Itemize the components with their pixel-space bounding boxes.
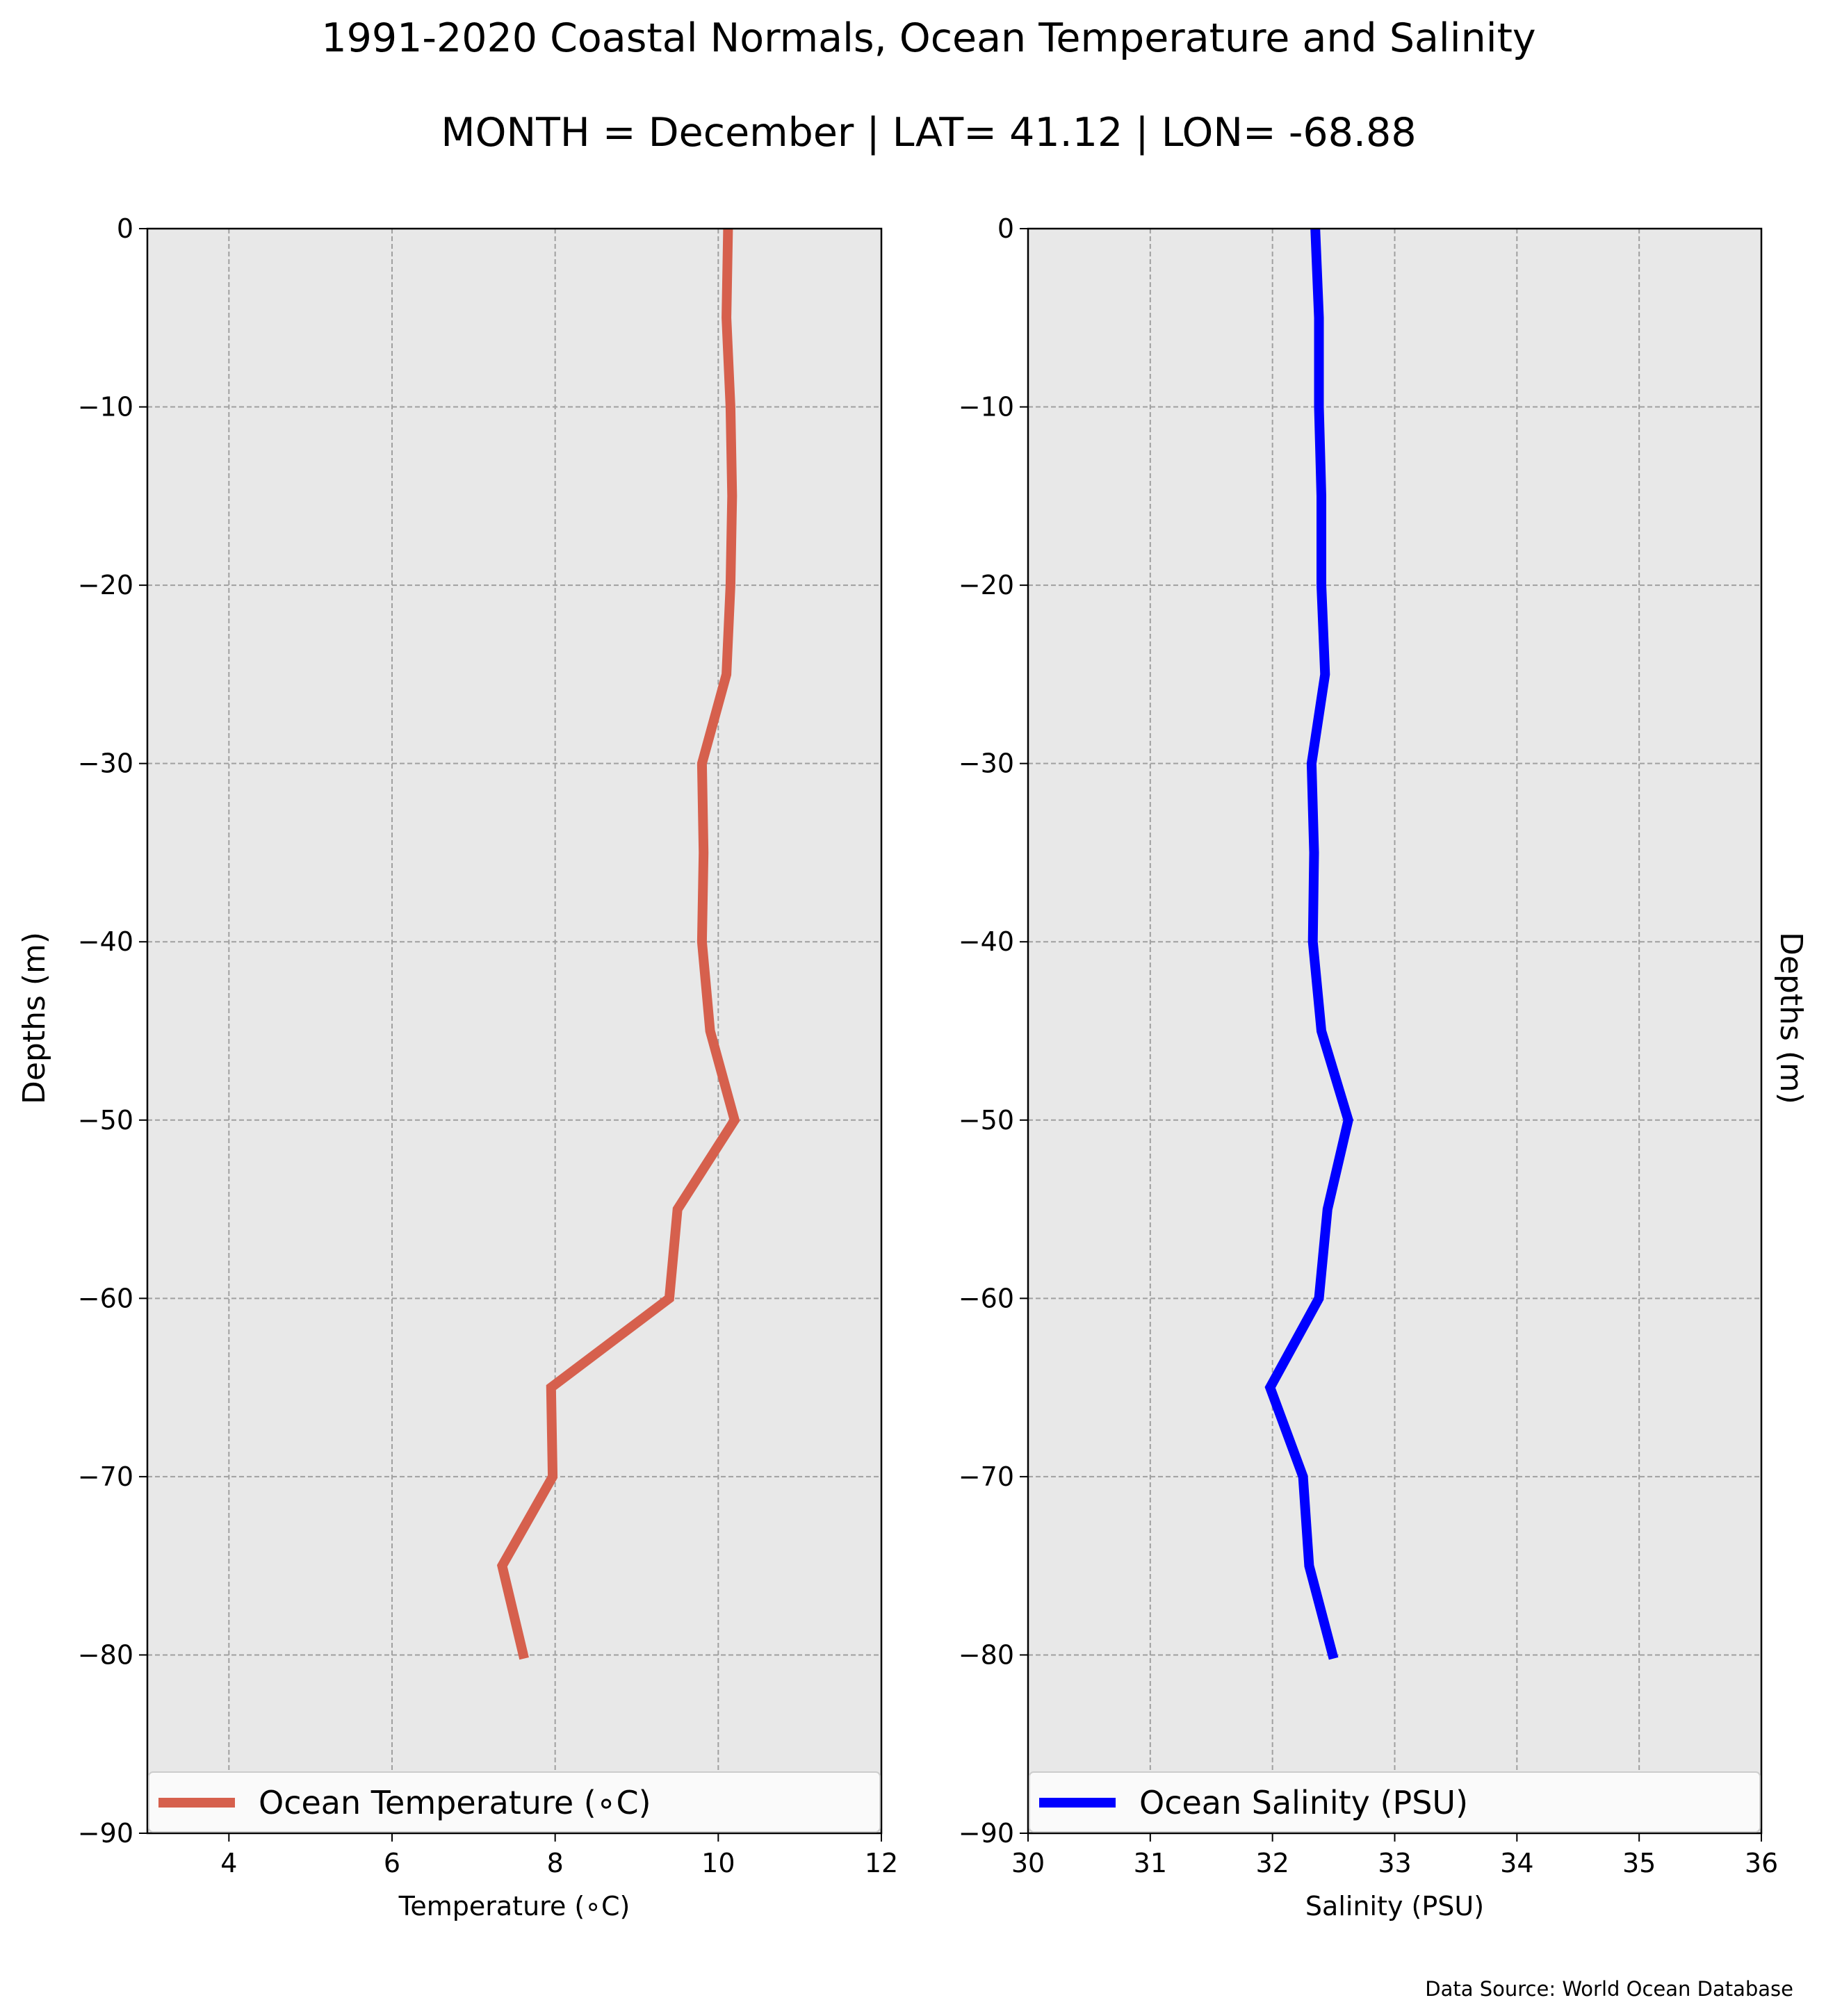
temperature-x-tick-label: 6: [384, 1848, 400, 1878]
salinity-legend-box: [1029, 1771, 1761, 1833]
salinity-y-tick-label: 0: [997, 213, 1014, 244]
temperature-y-tick-label: −80: [78, 1639, 133, 1670]
temperature-y-tick-label: −20: [78, 570, 133, 600]
salinity-y-tick-label: −20: [959, 570, 1014, 600]
salinity-x-tick-label: 31: [1134, 1848, 1167, 1878]
temperature-series-line: [496, 228, 740, 1660]
chart-title: 1991-2020 Coastal Normals, Ocean Tempera…: [321, 15, 1535, 61]
temperature-plot-area: [147, 229, 881, 1833]
salinity-x-axis-label: Salinity (PSU): [1305, 1891, 1484, 1921]
temperature-panel: 0 −10 −20 −30 −40 −50 −60 −70 −80 −90 4 6 8 10 12 Tempe…: [78, 213, 898, 1921]
temperature-x-axis-label: Temperature (∘C): [398, 1891, 630, 1921]
temperature-y-tick-label: −10: [78, 392, 133, 423]
salinity-y-tick-label: −30: [959, 748, 1014, 779]
salinity-x-tick-label: 33: [1378, 1848, 1411, 1878]
temperature-x-tick-label: 8: [547, 1848, 564, 1878]
salinity-x-tick-label: 30: [1011, 1848, 1045, 1878]
right-y-axis-label: Depths (m): [1773, 932, 1809, 1104]
salinity-plot-area: [1028, 229, 1761, 1833]
temperature-legend-label: Ocean Temperature (∘C): [259, 1784, 651, 1821]
temperature-x-tick-label: 10: [701, 1848, 735, 1878]
chart-subtitle: MONTH = December | LAT= 41.12 | LON= -68…: [441, 110, 1416, 156]
temperature-x-tick-label: 12: [865, 1848, 898, 1878]
salinity-legend-label: Ocean Salinity (PSU): [1139, 1784, 1468, 1821]
salinity-axes-frame: [1027, 227, 1763, 1835]
salinity-y-tick-label: −90: [959, 1818, 1014, 1849]
salinity-x-tick-label: 32: [1255, 1848, 1289, 1878]
left-y-axis-label: Depths (m): [17, 932, 52, 1104]
salinity-y-tick-label: −60: [959, 1283, 1014, 1313]
temperature-y-tick-label: −30: [78, 748, 133, 779]
salinity-y-tick-label: −70: [959, 1461, 1014, 1492]
temperature-y-tick-label: −40: [78, 926, 133, 957]
temperature-legend-box: [148, 1771, 881, 1833]
salinity-x-tick-label: 35: [1622, 1848, 1656, 1878]
salinity-y-tick-label: −80: [959, 1639, 1014, 1670]
salinity-x-tick-label: 34: [1500, 1848, 1533, 1878]
salinity-series-line: [1264, 228, 1353, 1660]
temperature-y-tick-label: 0: [117, 213, 133, 244]
temperature-y-tick-label: −60: [78, 1283, 133, 1313]
salinity-y-tick-label: −50: [959, 1105, 1014, 1136]
salinity-x-tick-label: 36: [1745, 1848, 1778, 1878]
temperature-y-tick-label: −50: [78, 1105, 133, 1136]
salinity-y-tick-label: −40: [959, 926, 1014, 957]
temperature-x-tick-label: 4: [220, 1848, 237, 1878]
temperature-axes-frame: [146, 227, 883, 1835]
data-source-note: Data Source: World Ocean Database: [1425, 1977, 1793, 2001]
temperature-y-tick-label: −70: [78, 1461, 133, 1492]
temperature-y-tick-label: −90: [78, 1818, 133, 1849]
salinity-y-tick-label: −10: [959, 392, 1014, 423]
